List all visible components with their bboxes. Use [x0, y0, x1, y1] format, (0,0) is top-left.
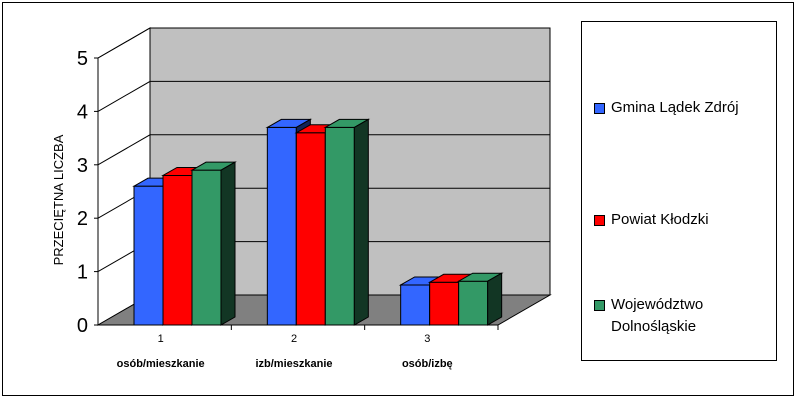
y-tick-label: 4 [77, 101, 88, 123]
legend-swatch-wojewodztwo [594, 300, 605, 311]
legend-item-gmina: Gmina Lądek Zdrój [594, 97, 739, 119]
category-label: izb/mieszkanie [255, 358, 332, 370]
bar-front [191, 169, 222, 326]
legend: Gmina Lądek Zdrój Powiat Kłodzki Wojewód… [581, 21, 777, 361]
category-label: osób/mieszkanie [117, 358, 205, 370]
y-tick-label: 2 [77, 208, 88, 230]
y-tick-label: 3 [77, 155, 88, 177]
y-tick-label: 1 [77, 262, 88, 284]
x-tick-label: 1 [158, 333, 164, 345]
bar [323, 118, 371, 326]
bar-front [133, 185, 164, 326]
bar-side [220, 161, 236, 326]
y-tick-label: 0 [77, 315, 88, 337]
bar [190, 161, 237, 326]
legend-item-powiat: Powiat Kłodzki [594, 209, 709, 231]
x-tick-label: 2 [291, 333, 297, 345]
bars [132, 118, 504, 326]
bar-side [487, 272, 503, 326]
bar-front [458, 280, 489, 326]
legend-item-wojewodztwo: Województwo Dolnośląskie [594, 294, 703, 338]
legend-swatch-gmina [594, 103, 605, 114]
legend-swatch-powiat [594, 215, 605, 226]
category-label: osób/izbę [402, 358, 453, 370]
legend-label-line2: Dolnośląskie [611, 318, 697, 335]
y-tick-label: 5 [77, 48, 88, 70]
gridline [97, 134, 550, 166]
bar-front [324, 126, 355, 326]
axes: 0 1 2 3 4 5 1 osób/mieszkanie 2 izb/mieszkanie 3 os… [77, 48, 499, 370]
bar-front [162, 174, 193, 326]
legend-label-wojewodztwo: Województwo Dolnośląskie [611, 294, 703, 338]
x-tick-label: 3 [424, 333, 430, 345]
y-axis-label: PRZECIĘTNA LICZBA [51, 134, 66, 265]
legend-label-gmina: Gmina Lądek Zdrój [611, 99, 739, 116]
bar-front [295, 132, 326, 326]
bar-front [266, 126, 297, 326]
bar-side [353, 118, 369, 326]
legend-label-line1: Województwo [611, 296, 704, 313]
gridline [97, 80, 550, 112]
bar-front [400, 284, 431, 326]
gridline [97, 27, 550, 59]
legend-label-powiat: Powiat Kłodzki [611, 211, 709, 228]
bar-front [429, 281, 460, 326]
bar [456, 272, 504, 326]
